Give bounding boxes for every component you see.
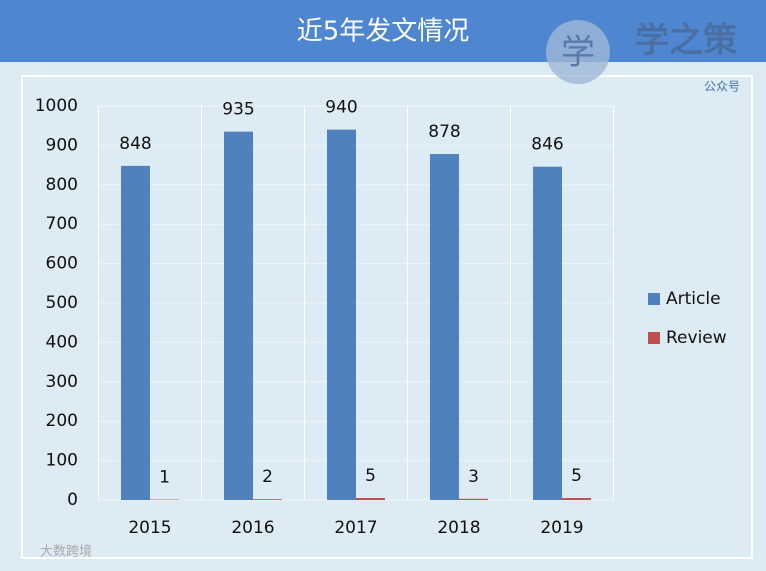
bar [253,499,282,500]
bar [356,498,385,500]
data-label: 1 [159,468,170,488]
data-label: 5 [365,466,376,486]
x-tick-label: 2016 [231,518,274,538]
legend-swatch [648,293,660,305]
y-tick-label: 500 [46,293,78,313]
data-label: 846 [531,135,563,155]
y-tick-label: 400 [46,332,78,352]
y-tick-label: 300 [46,372,78,392]
logo-icon: 学 [561,33,595,73]
legend-swatch [648,332,660,344]
x-tick-label: 2018 [437,518,480,538]
data-label: 935 [222,100,254,120]
data-label: 2 [262,467,273,487]
data-label: 3 [468,467,479,487]
y-tick-label: 600 [46,254,78,274]
bar [459,498,488,500]
data-label: 848 [119,134,151,154]
bar [224,131,253,501]
bar [121,165,150,500]
x-tick-label: 2017 [334,518,377,538]
y-tick-label: 900 [46,135,78,155]
legend-label: Review [666,328,727,348]
legend-label: Article [666,289,721,309]
bar [533,166,562,500]
watermark: 大数跨境 [40,545,92,560]
chart-title: 近5年发文情况 [297,17,470,47]
logo-text: 学之策 [635,21,737,61]
y-tick-label: 200 [46,411,78,431]
y-tick-label: 1000 [35,96,78,116]
header-band [0,0,766,62]
y-tick-label: 700 [46,214,78,234]
y-tick-label: 100 [46,451,78,471]
x-tick-label: 2019 [540,518,583,538]
bar [430,154,459,500]
y-tick-label: 800 [46,175,78,195]
data-label: 940 [325,98,357,118]
x-tick-label: 2015 [128,518,171,538]
logo-subtext: 公众号 [704,80,740,94]
y-tick-label: 0 [67,490,78,510]
bar [562,498,591,500]
bar [327,129,356,500]
logo-circle [546,20,610,84]
data-label: 878 [428,122,460,142]
data-label: 5 [571,466,582,486]
